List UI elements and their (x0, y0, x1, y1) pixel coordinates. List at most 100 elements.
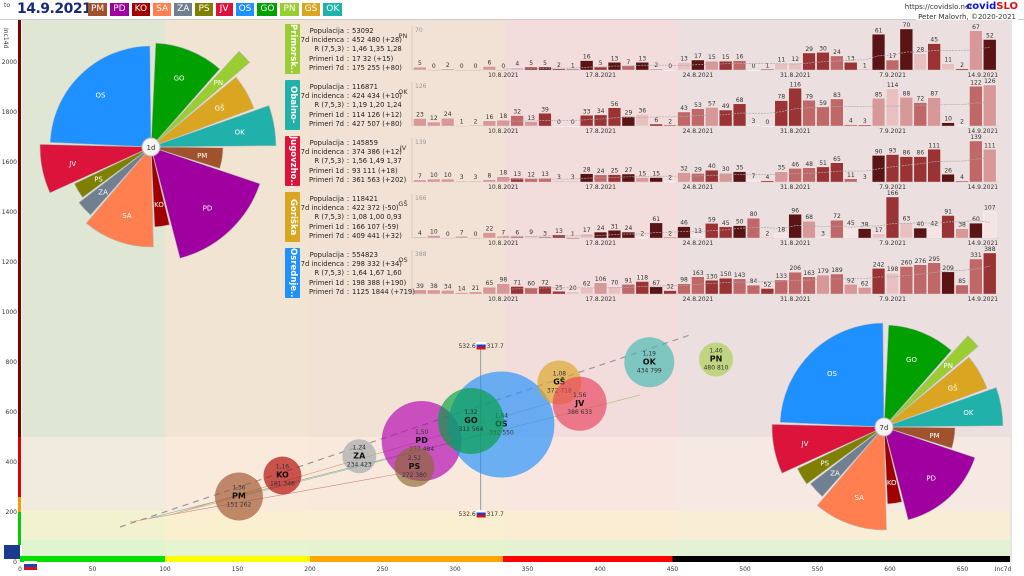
pie-sector-PS[interactable] (797, 426, 885, 485)
stat-value: 427 507 (+80) (352, 119, 402, 128)
bar (885, 272, 899, 295)
pie-sector-label: JV (68, 160, 76, 168)
bar-value-label: 4 (418, 230, 422, 237)
bar-value-label: 23 (416, 112, 424, 119)
pie-sector-KO[interactable] (883, 426, 903, 505)
pie-sector-SA[interactable] (85, 146, 154, 248)
bar-value-label: 32 (680, 166, 688, 173)
bar-value-label: 0 (474, 231, 478, 238)
bar (955, 228, 969, 239)
pie-sector-OS[interactable] (779, 322, 885, 428)
stat-value: 17 32 (+15) (352, 54, 394, 63)
pie-sector-JV[interactable] (771, 423, 885, 474)
date-tick-label: 24.8.2021 (683, 296, 714, 303)
bar-value-label: 276 (915, 258, 927, 265)
bar-value-label: 24 (833, 49, 841, 56)
bar (677, 226, 691, 239)
pie-sector-ZA[interactable] (78, 146, 152, 216)
stat-row: R (7,5,3):1,64 1,67 1,60 (282, 269, 415, 278)
bar (830, 273, 844, 295)
bar (872, 268, 886, 295)
date-tick-label: 7.9.2021 (879, 184, 906, 191)
x-tick-label: 100 (159, 566, 171, 573)
bar (760, 180, 774, 183)
bar (830, 162, 844, 183)
slovenia-flag-icon (24, 561, 37, 570)
bar-value-label: 40 (917, 221, 925, 228)
bar-value-label: 260 (901, 260, 913, 267)
bar (969, 86, 983, 127)
bar-value-label: 0 (571, 119, 575, 126)
bar (774, 100, 788, 127)
bar (802, 167, 816, 183)
pie-sector-OK[interactable] (883, 387, 1004, 428)
stat-colon: : (346, 287, 350, 296)
bar-value-label: 1 (863, 62, 867, 69)
bar-value-label: 46 (791, 161, 799, 168)
pie-sector-PD[interactable] (883, 426, 976, 521)
bar (427, 235, 441, 239)
bar-value-label: 6 (488, 59, 492, 66)
bar (788, 214, 802, 239)
pie-sector-label: JV (801, 440, 809, 448)
pie-sector-PN[interactable] (150, 50, 251, 148)
pie-sector-KO[interactable] (150, 146, 170, 228)
pie-sector-OK[interactable] (150, 105, 277, 148)
bar-value-label: 86 (903, 150, 911, 157)
pie-sector-GO[interactable] (150, 42, 221, 148)
bar (580, 173, 594, 183)
pie-sector-OS[interactable] (49, 45, 152, 148)
bar-value-label: 15 (722, 54, 730, 61)
pie-sector-label: GO (906, 356, 917, 364)
bubble-circle (342, 439, 377, 474)
stat-colon: : (346, 175, 350, 184)
bar (705, 280, 719, 295)
pie-sector-PM[interactable] (150, 146, 224, 169)
bar-value-label: 10 (430, 229, 438, 236)
trail-line (129, 469, 421, 523)
pie-sector-PD[interactable] (150, 146, 261, 259)
bar (788, 272, 802, 295)
bar-value-label: 209 (942, 265, 954, 272)
pie-sector-GŠ[interactable] (883, 356, 988, 428)
bubble-code: KO (276, 471, 289, 480)
date-tick-label: 17.8.2021 (585, 296, 616, 303)
pie-sector-SA[interactable] (816, 426, 887, 531)
stat-row: Populacija:145859 (282, 139, 406, 148)
bar-value-label: 18 (500, 113, 508, 120)
bar (830, 55, 844, 71)
bubble-code: OK (643, 357, 657, 366)
bar-value-label: 17 (875, 227, 883, 234)
pie-sector-ZA[interactable] (809, 426, 885, 497)
bar (774, 63, 788, 71)
pie-sector-PS[interactable] (73, 146, 152, 198)
pie-sector-label: KO (154, 201, 164, 209)
bar (733, 171, 747, 183)
pie-sector-PM[interactable] (883, 426, 956, 449)
site-url[interactable]: https://covidslo.net (904, 3, 972, 11)
bar-value-label: 86 (917, 150, 925, 157)
bar (927, 43, 941, 71)
pie-sector-GŠ[interactable] (150, 76, 255, 148)
bar-value-label: 13 (541, 171, 549, 178)
date-tick-label: 7.9.2021 (879, 296, 906, 303)
legend-chip-JV: JV (215, 3, 233, 16)
bar (677, 283, 691, 295)
bar (983, 211, 997, 239)
bar-value-label: 38 (861, 222, 869, 229)
pie-sector-JV[interactable] (39, 143, 152, 194)
y-tick-label: 800 (6, 359, 18, 366)
pie-sector-PN[interactable] (883, 335, 979, 428)
pie-sector-GO[interactable] (883, 324, 952, 428)
bar-value-label: 6 (654, 117, 658, 124)
bar (552, 291, 566, 295)
bar-value-label: 7 (627, 59, 631, 66)
